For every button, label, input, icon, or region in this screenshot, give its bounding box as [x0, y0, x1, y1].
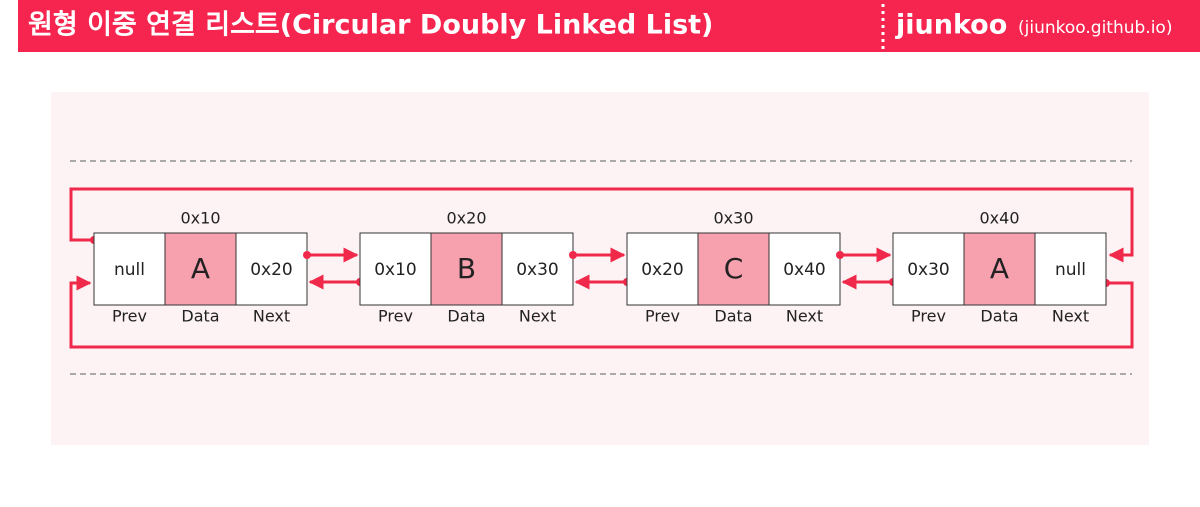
header-author: jiunkoo [895, 10, 1007, 41]
node-cell [93, 232, 166, 306]
cell-value: A [990, 252, 1009, 285]
field-label: Prev [911, 307, 946, 326]
field-label: Data [980, 307, 1018, 326]
circular-links [69, 187, 1134, 349]
node-address: 0x20 [446, 209, 486, 228]
node-cell [501, 232, 574, 306]
cell-value: A [191, 252, 210, 285]
cell-value: 0x30 [907, 260, 950, 280]
node-cell [626, 232, 699, 306]
node-cell [963, 232, 1036, 306]
field-label: Data [447, 307, 485, 326]
node-cell [164, 232, 237, 306]
field-label: Prev [112, 307, 147, 326]
field-label: Next [253, 307, 290, 326]
field-label: Data [714, 307, 752, 326]
cell-value: B [457, 252, 476, 285]
node-address: 0x10 [180, 209, 220, 228]
link-dot [836, 251, 844, 259]
node-address: 0x40 [979, 209, 1019, 228]
cell-value: null [1055, 260, 1086, 280]
tail-next-link [69, 275, 1134, 349]
cell-value: 0x20 [641, 260, 684, 280]
cell-value: 0x10 [374, 260, 417, 280]
node-cell [892, 232, 965, 306]
field-label: Next [786, 307, 823, 326]
header-site: (jiunkoo.github.io) [1018, 18, 1172, 38]
link-dot [569, 251, 577, 259]
cell-value: C [724, 252, 744, 285]
node-cell [697, 232, 770, 306]
field-label: Prev [645, 307, 680, 326]
node-cell [235, 232, 308, 306]
head-prev-link [69, 187, 1134, 263]
node-address: 0x30 [713, 209, 753, 228]
field-label: Data [181, 307, 219, 326]
cell-value: 0x20 [250, 260, 293, 280]
field-label: Next [519, 307, 556, 326]
header-bar [18, 0, 1200, 52]
cell-value: 0x30 [516, 260, 559, 280]
field-label: Prev [378, 307, 413, 326]
header-title: 원형 이중 연결 리스트(Circular Doubly Linked List… [28, 10, 713, 41]
cell-value: 0x40 [783, 260, 826, 280]
node-cell [1034, 232, 1107, 306]
link-dot [303, 251, 311, 259]
field-label: Next [1052, 307, 1089, 326]
cell-value: null [114, 260, 145, 280]
node-cell [768, 232, 841, 306]
